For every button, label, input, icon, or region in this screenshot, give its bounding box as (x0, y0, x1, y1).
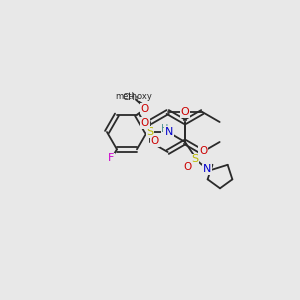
Text: N: N (203, 164, 211, 174)
Text: F: F (108, 153, 114, 163)
Text: S: S (146, 127, 154, 137)
Text: O: O (199, 146, 207, 156)
Text: methoxy: methoxy (116, 92, 152, 101)
Text: CH₃: CH₃ (123, 93, 139, 102)
Text: S: S (191, 154, 199, 164)
Text: O: O (151, 136, 159, 146)
Text: O: O (141, 104, 149, 114)
Text: O: O (181, 107, 189, 117)
Text: H: H (161, 124, 169, 134)
Text: N: N (165, 127, 173, 137)
Text: O: O (141, 118, 149, 128)
Text: O: O (183, 162, 191, 172)
